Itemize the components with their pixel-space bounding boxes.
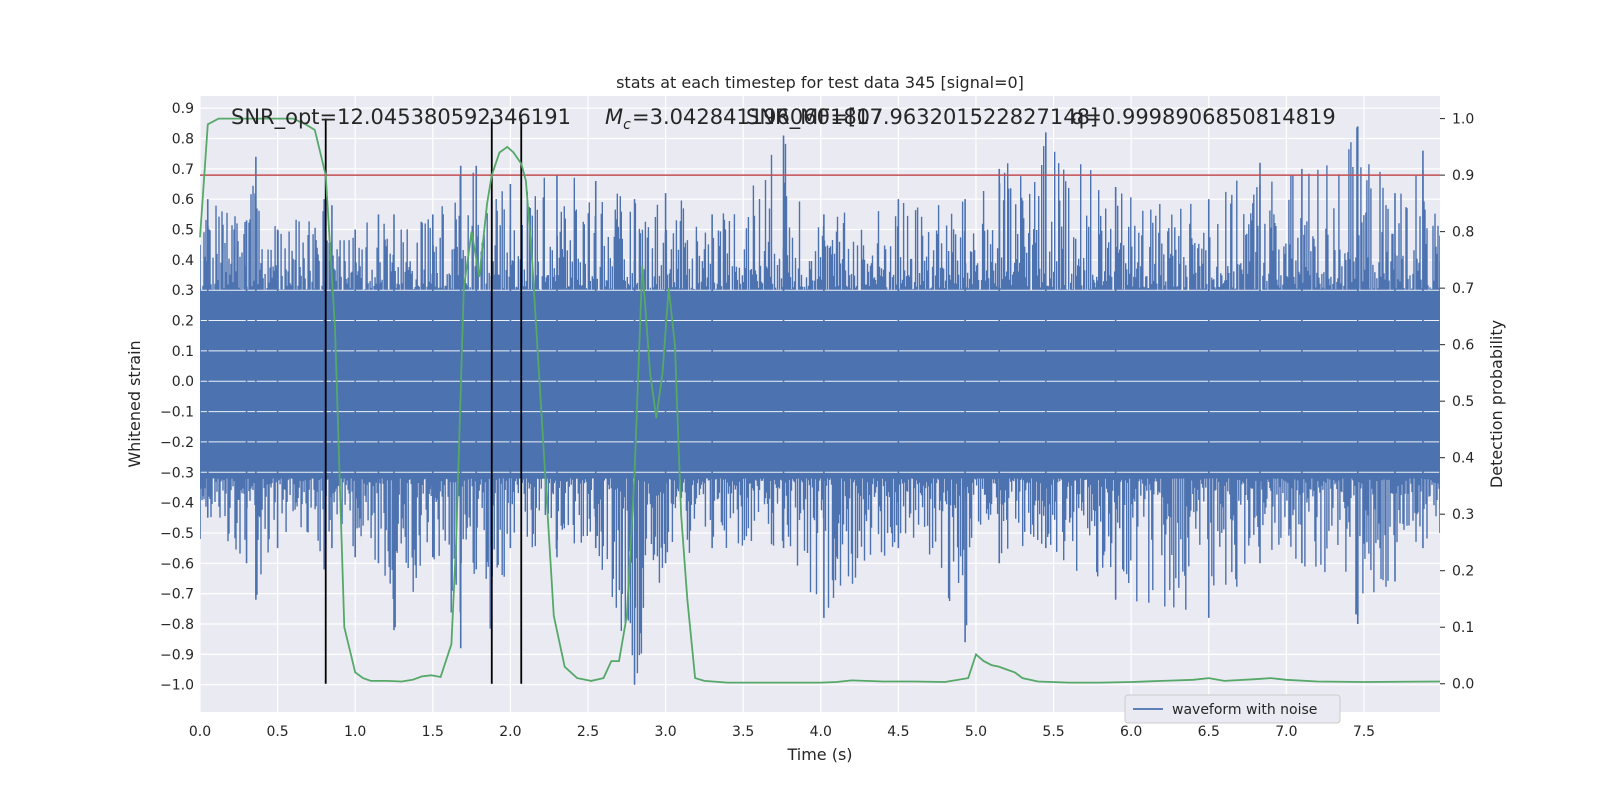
- annotation-mc: =3.0428411960601807: [632, 105, 883, 129]
- y-right-tick-label: 0.7: [1452, 281, 1474, 297]
- y-left-tick-label: 0.1: [172, 344, 194, 360]
- x-tick-label: 3.5: [732, 724, 754, 740]
- x-tick-label: 2.0: [499, 724, 521, 740]
- y-left-tick-label: −0.3: [160, 465, 194, 481]
- y-right-tick-label: 0.9: [1452, 168, 1474, 184]
- y-right-tick-label: 0.0: [1452, 677, 1474, 693]
- y-axis-label-right: Detection probability: [1487, 320, 1506, 488]
- y-left-tick-label: −0.9: [160, 647, 194, 663]
- y-right-tick-label: 0.1: [1452, 620, 1474, 636]
- y-left-tick-label: −0.1: [160, 405, 194, 421]
- y-left-tick-labels: 0.9 0.8 0.7 0.6 0.5 0.4 0.3 0.2 0.1 0.0 −0.1 −0.2 −0…: [160, 101, 194, 694]
- x-tick-label: 2.5: [577, 724, 599, 740]
- legend-box: [1124, 694, 1341, 724]
- y-left-tick-label: −0.8: [160, 617, 194, 633]
- y-left-tick-label: −1.0: [160, 678, 194, 694]
- x-tick-label: 6.5: [1198, 724, 1220, 740]
- x-tick-label: 7.0: [1275, 724, 1297, 740]
- annotation-snr-opt: SNR_opt=12.045380592346191: [231, 105, 571, 130]
- x-tick-label: 1.5: [422, 724, 444, 740]
- legend-label: waveform with noise: [1172, 702, 1317, 718]
- x-tick-labels: 0.0 0.5 1.0 1.5 2.0 2.5 3.0 3.5 4.0 4.5 5.0 5.5 6.0 6…: [189, 724, 1375, 740]
- y-left-tick-label: 0.2: [172, 314, 194, 330]
- y-left-tick-label: 0.0: [172, 374, 194, 390]
- x-tick-label: 4.0: [810, 724, 832, 740]
- y-left-tick-label: 0.6: [172, 192, 194, 208]
- x-tick-label: 0.5: [266, 724, 288, 740]
- y-left-tick-label: −0.2: [160, 435, 194, 451]
- y-right-tick-label: 0.2: [1452, 564, 1474, 580]
- y-left-tick-label: 0.8: [172, 131, 194, 147]
- x-tick-label: 5.0: [965, 724, 987, 740]
- x-tick-label: 0.0: [189, 724, 211, 740]
- detection-probability-line: [199, 117, 1441, 684]
- x-tick-label: 6.0: [1120, 724, 1142, 740]
- x-axis-label: Time (s): [786, 745, 852, 764]
- y-left-tick-label: 0.7: [172, 162, 194, 178]
- y-left-tick-label: −0.5: [160, 526, 194, 542]
- y-left-tick-label: −0.6: [160, 556, 194, 572]
- x-tick-label: 1.0: [344, 724, 366, 740]
- y-right-tick-label: 0.4: [1452, 451, 1474, 467]
- legend: waveform with noise: [1124, 694, 1341, 724]
- y-right-tick-label: 0.5: [1452, 394, 1474, 410]
- x-tick-label: 7.5: [1353, 724, 1375, 740]
- waveform-series: [200, 126, 1440, 685]
- y-right-tick-label: 0.6: [1452, 338, 1474, 354]
- x-tick-label: 3.0: [654, 724, 676, 740]
- y-left-tick-label: 0.4: [172, 253, 194, 269]
- y-axis-label-left: Whitened strain: [125, 340, 144, 467]
- y-left-tick-label: 0.5: [172, 223, 194, 239]
- y-right-tick-label: 0.3: [1452, 507, 1474, 523]
- y-left-tick-label: 0.9: [172, 101, 194, 117]
- x-tick-label: 5.5: [1042, 724, 1064, 740]
- y-left-tick-label: 0.3: [172, 283, 194, 299]
- annotation-snr-mf: SNR_MF=[17.963201522827148]: [746, 105, 1098, 130]
- y-right-tick-labels: 1.0 0.9 0.8 0.7 0.6 0.5 0.4 0.3 0.2 0.1 0.0: [1440, 112, 1474, 693]
- annotation-q: q=0.9998906850814819: [1071, 105, 1336, 129]
- vertical-lines: [324, 118, 523, 684]
- y-right-tick-label: 1.0: [1452, 112, 1474, 128]
- y-right-tick-label: 0.8: [1452, 225, 1474, 241]
- chart-title: stats at each timestep for test data 345…: [616, 73, 1024, 92]
- x-tick-label: 4.5: [887, 724, 909, 740]
- y-left-tick-label: −0.4: [160, 496, 194, 512]
- y-left-tick-label: −0.7: [160, 587, 194, 603]
